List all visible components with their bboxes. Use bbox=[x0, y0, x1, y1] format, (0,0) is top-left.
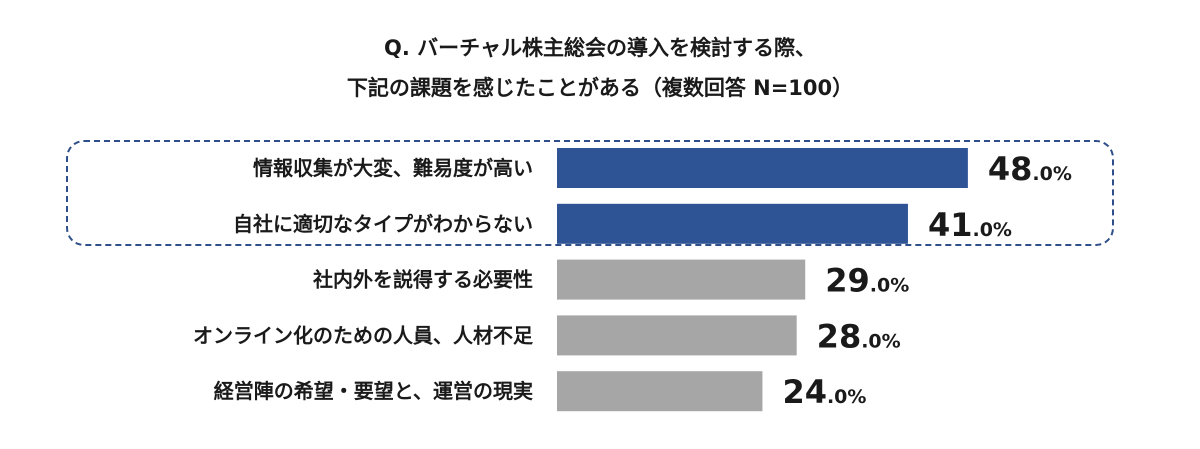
category-label: オンライン化のための人員、人材不足 bbox=[193, 323, 534, 347]
bar bbox=[557, 371, 763, 412]
data-label-integer: 29 bbox=[825, 262, 870, 300]
data-label: 29.0% bbox=[825, 262, 909, 300]
data-label-integer: 41 bbox=[928, 206, 973, 244]
data-label-decimal: .0% bbox=[827, 386, 866, 408]
data-label-decimal: .0% bbox=[972, 219, 1011, 241]
bar bbox=[557, 148, 968, 188]
data-label-integer: 28 bbox=[817, 317, 862, 355]
bar bbox=[557, 203, 908, 244]
category-label: 経営陣の希望・要望と、運営の現実 bbox=[214, 379, 533, 403]
data-label: 28.0% bbox=[817, 317, 901, 355]
data-label-decimal: .0% bbox=[870, 275, 909, 297]
data-label: 24.0% bbox=[782, 373, 866, 411]
bar bbox=[557, 315, 797, 356]
data-label-integer: 48 bbox=[988, 150, 1033, 188]
category-label: 自社に適切なタイプがわからない bbox=[233, 212, 533, 236]
bar bbox=[557, 259, 806, 300]
data-label: 48.0% bbox=[988, 150, 1072, 188]
category-label: 社内外を説得する必要性 bbox=[312, 268, 533, 292]
data-label-integer: 24 bbox=[782, 373, 827, 411]
category-label: 情報収集が大変、難易度が高い bbox=[253, 156, 533, 180]
chart-title-line-2: 下記の課題を感じたことがある（複数回答 N=100） bbox=[346, 76, 854, 100]
data-label-decimal: .0% bbox=[861, 330, 900, 352]
highlight-box bbox=[66, 140, 1114, 246]
data-label: 41.0% bbox=[928, 206, 1012, 244]
chart-title-line-1: Q. バーチャル株主総会の導入を検討する際、 bbox=[384, 36, 816, 60]
data-label-decimal: .0% bbox=[1032, 163, 1071, 185]
